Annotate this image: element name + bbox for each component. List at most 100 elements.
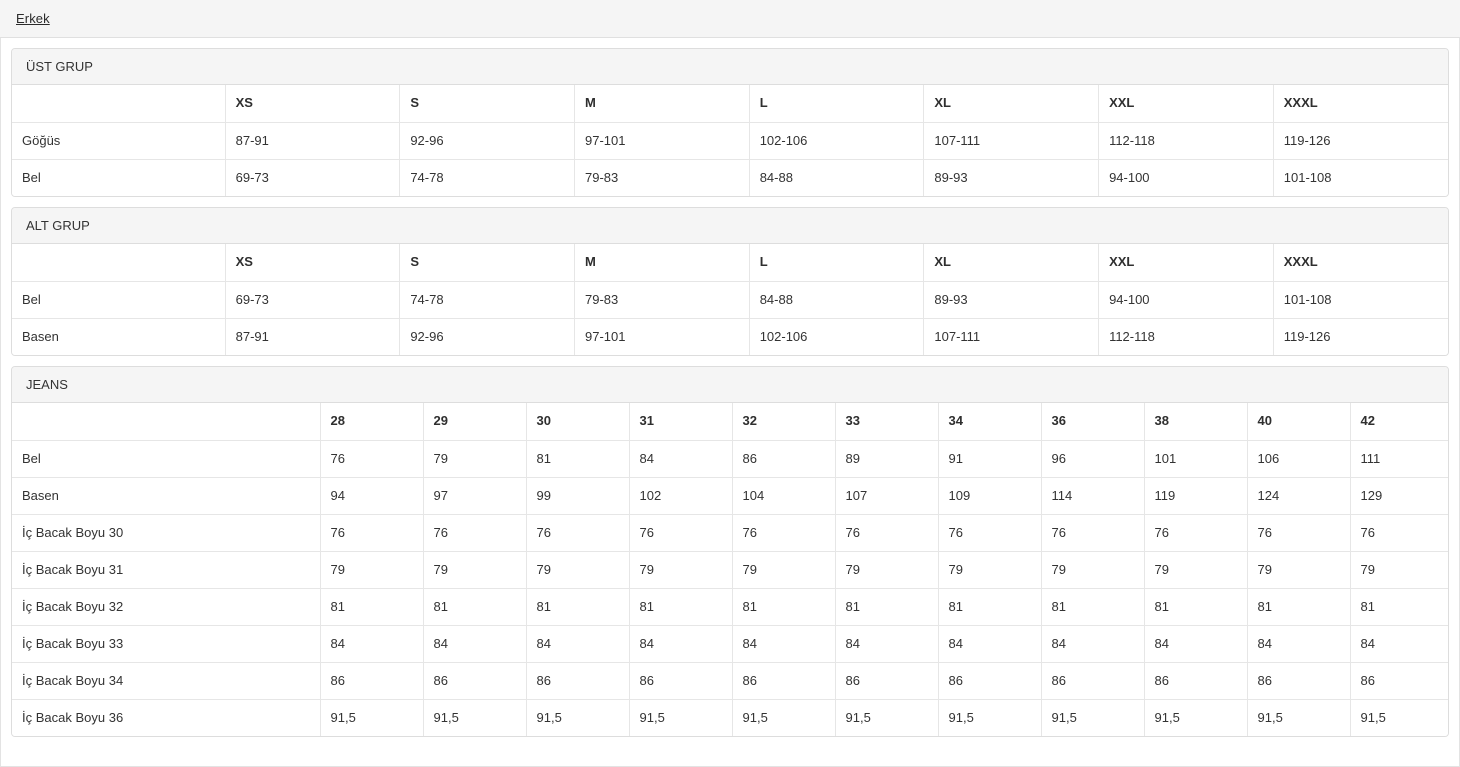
measurement-cell: 102	[628, 476, 733, 515]
measurement-cell: 84-88	[748, 281, 925, 319]
column-header-size: 29	[422, 403, 527, 441]
column-header-size: XS	[224, 85, 401, 123]
column-header-size: S	[399, 85, 575, 123]
column-header-size: M	[574, 244, 750, 282]
measurement-cell: 89-93	[923, 281, 1100, 319]
table-header-row: XS S M L XL XXL XXXL	[12, 85, 1448, 123]
row-label: Bel	[12, 440, 321, 478]
measurement-cell: 86	[731, 661, 836, 700]
column-header-size: L	[748, 85, 925, 123]
measurement-cell: 76	[525, 513, 630, 552]
measurement-cell: 101-108	[1272, 158, 1448, 196]
tab-erkek[interactable]: Erkek	[16, 11, 50, 26]
row-label: Göğüs	[12, 122, 226, 160]
measurement-cell: 91,5	[1246, 698, 1351, 736]
measurement-cell: 86	[1040, 661, 1145, 700]
measurement-cell: 81	[319, 587, 424, 626]
measurement-cell: 119	[1143, 476, 1248, 515]
row-label: İç Bacak Boyu 31	[12, 550, 321, 589]
table-row: İç Bacak Boyu 32 81 81 81 81 81 81 81 81 81 81 81	[12, 587, 1448, 626]
column-header-size: 28	[319, 403, 424, 441]
tab-bar: Erkek	[0, 0, 1460, 38]
column-header-size: M	[574, 85, 750, 123]
measurement-cell: 107-111	[923, 122, 1100, 160]
measurement-cell: 76	[1143, 513, 1248, 552]
measurement-cell: 101-108	[1272, 281, 1448, 319]
measurement-cell: 79-83	[574, 281, 750, 319]
measurement-cell: 79	[834, 550, 939, 589]
measurement-cell: 69-73	[224, 281, 401, 319]
measurement-cell: 92-96	[399, 122, 575, 160]
measurement-cell: 119-126	[1272, 317, 1448, 355]
row-label: İç Bacak Boyu 33	[12, 624, 321, 663]
measurement-cell: 107	[834, 476, 939, 515]
measurement-cell: 112-118	[1098, 122, 1274, 160]
column-header-size: 32	[731, 403, 836, 441]
table-row: Bel 69-73 74-78 79-83 84-88 89-93 94-100 101-10…	[12, 281, 1448, 319]
measurement-cell: 76	[1246, 513, 1351, 552]
table-header-row: XS S M L XL XXL XXXL	[12, 244, 1448, 282]
measurement-cell: 84	[1246, 624, 1351, 663]
measurement-cell: 91	[937, 440, 1042, 478]
measurement-cell: 91,5	[525, 698, 630, 736]
row-label: Basen	[12, 317, 226, 355]
measurement-cell: 79	[422, 440, 527, 478]
measurement-cell: 84	[1040, 624, 1145, 663]
table-row: Basen 94 97 99 102 104 107 109 114 119 124 129	[12, 476, 1448, 515]
table-row: Göğüs 87-91 92-96 97-101 102-106 107-111 112-1…	[12, 122, 1448, 160]
measurement-cell: 86	[937, 661, 1042, 700]
measurement-cell: 81	[422, 587, 527, 626]
column-header-blank	[12, 244, 226, 282]
measurement-cell: 69-73	[224, 158, 401, 196]
measurement-cell: 114	[1040, 476, 1145, 515]
measurement-cell: 81	[834, 587, 939, 626]
table-header-row: 28 29 30 31 32 33 34 36 38 40 42	[12, 403, 1448, 441]
column-header-size: XXXL	[1272, 85, 1448, 123]
column-header-size: 42	[1349, 403, 1448, 441]
measurement-cell: 84	[731, 624, 836, 663]
column-header-size: 31	[628, 403, 733, 441]
panel-list: ÜST GRUP XS S M L XL XXL XXXL Göğüs 87-91 92-96 97-…	[11, 48, 1449, 737]
measurement-cell: 86	[319, 661, 424, 700]
measurement-cell: 79	[937, 550, 1042, 589]
measurement-cell: 84	[1349, 624, 1448, 663]
table-row: İç Bacak Boyu 33 84 84 84 84 84 84 84 84 84 84 84	[12, 624, 1448, 663]
measurement-cell: 86	[628, 661, 733, 700]
table-row: İç Bacak Boyu 31 79 79 79 79 79 79 79 79 79 79 79	[12, 550, 1448, 589]
measurement-cell: 94	[319, 476, 424, 515]
measurement-cell: 84	[1143, 624, 1248, 663]
column-header-size: XXL	[1098, 85, 1274, 123]
measurement-cell: 91,5	[422, 698, 527, 736]
table-row: Bel 76 79 81 84 86 89 91 96 101 106 111	[12, 440, 1448, 478]
measurement-cell: 89-93	[923, 158, 1100, 196]
size-table-ust-grup: XS S M L XL XXL XXXL Göğüs 87-91 92-96 97-101 102-1…	[12, 85, 1448, 196]
measurement-cell: 79-83	[574, 158, 750, 196]
measurement-cell: 84	[834, 624, 939, 663]
measurement-cell: 86	[525, 661, 630, 700]
panel-ust-grup: ÜST GRUP XS S M L XL XXL XXXL Göğüs 87-91 92-96 97-…	[11, 48, 1449, 197]
column-header-size: 30	[525, 403, 630, 441]
measurement-cell: 111	[1349, 440, 1448, 478]
measurement-cell: 74-78	[399, 158, 575, 196]
measurement-cell: 112-118	[1098, 317, 1274, 355]
size-table-alt-grup: XS S M L XL XXL XXXL Bel 69-73 74-78 79-83 84-88 89-…	[12, 244, 1448, 355]
measurement-cell: 86	[731, 440, 836, 478]
measurement-cell: 91,5	[937, 698, 1042, 736]
measurement-cell: 104	[731, 476, 836, 515]
measurement-cell: 84	[628, 440, 733, 478]
measurement-cell: 76	[1040, 513, 1145, 552]
measurement-cell: 86	[1143, 661, 1248, 700]
panel-title-alt-grup: ALT GRUP	[12, 208, 1448, 244]
measurement-cell: 79	[1349, 550, 1448, 589]
measurement-cell: 76	[937, 513, 1042, 552]
measurement-cell: 76	[422, 513, 527, 552]
column-header-size: S	[399, 244, 575, 282]
measurement-cell: 76	[319, 440, 424, 478]
measurement-cell: 84	[937, 624, 1042, 663]
measurement-cell: 81	[731, 587, 836, 626]
column-header-size: L	[748, 244, 925, 282]
column-header-size: 40	[1246, 403, 1351, 441]
measurement-cell: 102-106	[748, 122, 925, 160]
table-row: Basen 87-91 92-96 97-101 102-106 107-111 112-1…	[12, 317, 1448, 355]
